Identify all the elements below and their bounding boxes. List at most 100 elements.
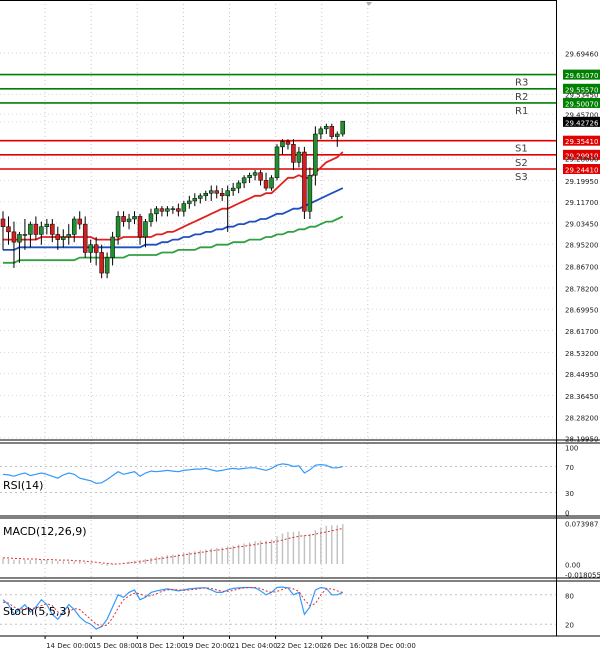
candle-body[interactable]	[88, 244, 93, 253]
candle-body[interactable]	[28, 223, 33, 235]
moving-average-3	[3, 215, 344, 264]
candle-body[interactable]	[208, 190, 214, 194]
rsi-panel[interactable]: RSI(14) 100 70 30 0	[0, 445, 578, 518]
price-tick-label: 29.45700	[565, 112, 598, 120]
level-label-r3: R3	[515, 78, 528, 89]
candle-body[interactable]	[104, 257, 110, 274]
candle-body[interactable]	[187, 200, 192, 204]
candle-body[interactable]	[291, 144, 296, 163]
candle-body[interactable]	[252, 172, 258, 176]
macd-label: MACD(12,26,9)	[3, 525, 87, 538]
candle-body[interactable]	[192, 198, 198, 202]
candle-body[interactable]	[0, 218, 6, 227]
rsi-tick-label: 70	[565, 464, 574, 472]
candle-body[interactable]	[165, 208, 170, 212]
candle-body[interactable]	[121, 216, 126, 222]
time-tick-label: 15 Dec 08:00	[92, 642, 139, 650]
candle-body[interactable]	[33, 223, 39, 235]
macd-tick-label: 0.073987	[565, 521, 598, 529]
candle-body[interactable]	[258, 172, 263, 181]
chart-shift-marker-icon[interactable]	[366, 2, 372, 6]
candle-body[interactable]	[50, 223, 55, 235]
candle-body[interactable]	[115, 216, 121, 238]
level-label-s1: S1	[515, 144, 528, 155]
price-tick-label: 28.69950	[565, 307, 598, 315]
level-label-r1: R1	[515, 106, 528, 117]
candle-body[interactable]	[296, 151, 302, 163]
macd-panel[interactable]: MACD(12,26,9) 0.073987 0.00 -0.018055	[2, 521, 600, 580]
price-tick-label: 29.53450	[565, 92, 598, 100]
candle-body[interactable]	[154, 208, 159, 215]
price-tag-text: 29.24410	[565, 167, 598, 175]
stoch-signal-line	[2, 586, 343, 627]
candle-body[interactable]	[39, 226, 44, 235]
price-tag-text: 29.55570	[565, 86, 598, 94]
last-price-tag	[563, 116, 600, 127]
price-tick-label: 29.11700	[565, 199, 598, 207]
candle-body[interactable]	[214, 190, 219, 194]
candle-body[interactable]	[285, 141, 291, 145]
candle-body[interactable]	[22, 234, 28, 236]
stoch-panel[interactable]: Stoch(5,5,3) 80 20	[0, 586, 574, 630]
candle-body[interactable]	[230, 187, 236, 191]
candle-body[interactable]	[137, 216, 143, 238]
candle-body[interactable]	[82, 223, 88, 253]
candle-body[interactable]	[335, 133, 340, 137]
price-tick-label: 29.69460	[565, 51, 598, 59]
time-tick-label: 18 Dec 12:00	[138, 642, 185, 650]
rsi-line	[2, 463, 343, 485]
candle-body[interactable]	[241, 177, 247, 184]
candle-body[interactable]	[170, 208, 176, 210]
candle-body[interactable]	[307, 174, 313, 212]
rsi-tick-label: 100	[565, 445, 578, 453]
level-label-s3: S3	[515, 172, 528, 183]
candle-body[interactable]	[176, 208, 181, 212]
candle-body[interactable]	[6, 226, 11, 233]
candle-body[interactable]	[159, 208, 165, 212]
candle-body[interactable]	[61, 236, 66, 240]
candle-body[interactable]	[324, 126, 329, 130]
candle-body[interactable]	[93, 244, 99, 253]
candle-body[interactable]	[71, 218, 77, 235]
candle-body[interactable]	[132, 216, 137, 220]
time-tick-label: 26 Dec 16:00	[323, 642, 370, 650]
candle-body[interactable]	[274, 146, 280, 179]
candle-body[interactable]	[99, 252, 104, 274]
price-tick-label: 28.28200	[565, 414, 598, 422]
candle-body[interactable]	[302, 151, 307, 212]
candle-body[interactable]	[203, 192, 209, 197]
time-tick-label: 22 Dec 12:00	[277, 642, 324, 650]
price-tag-text: 29.35410	[565, 138, 598, 146]
candle-body[interactable]	[313, 133, 318, 176]
candle-body[interactable]	[318, 128, 324, 135]
candle-body[interactable]	[269, 177, 274, 189]
candle-body[interactable]	[55, 234, 61, 240]
price-panel[interactable]: R3 R2 R1 S1 S2 S3	[0, 73, 556, 279]
candle-body[interactable]	[148, 213, 154, 222]
candle-body[interactable]	[17, 234, 22, 243]
candle-body[interactable]	[143, 221, 148, 238]
price-tick-label: 28.95200	[565, 242, 598, 250]
candle-body[interactable]	[219, 192, 225, 197]
macd-tick-label: 0.00	[565, 561, 581, 569]
candle-body[interactable]	[44, 223, 50, 227]
candle-body[interactable]	[198, 195, 203, 199]
candle-body[interactable]	[247, 174, 252, 179]
candle-body[interactable]	[66, 234, 72, 238]
last-price-text: 29.42726	[565, 119, 599, 127]
candle-body[interactable]	[181, 203, 187, 212]
candle-body[interactable]	[340, 120, 346, 135]
candle-body[interactable]	[236, 182, 241, 189]
candle-body[interactable]	[263, 180, 269, 189]
candle-body[interactable]	[225, 190, 230, 197]
candle-body[interactable]	[110, 236, 115, 258]
candle-body[interactable]	[280, 141, 285, 148]
price-tick-label: 28.61700	[565, 328, 598, 336]
candle-body[interactable]	[77, 218, 82, 225]
candle-body[interactable]	[329, 126, 335, 137]
stoch-tick-label: 80	[565, 592, 574, 600]
candle-body[interactable]	[126, 218, 132, 222]
candle-body[interactable]	[11, 231, 17, 243]
